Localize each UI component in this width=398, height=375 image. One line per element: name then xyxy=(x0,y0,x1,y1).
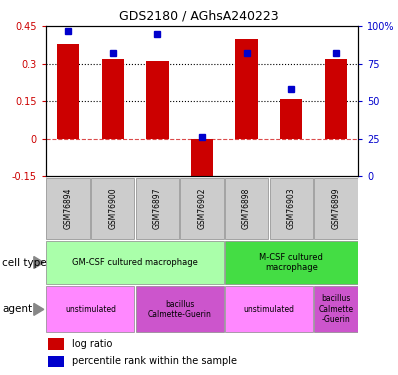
Bar xyxy=(146,61,168,139)
Text: percentile rank within the sample: percentile rank within the sample xyxy=(72,356,237,366)
Text: GSM76894: GSM76894 xyxy=(64,188,72,229)
Bar xyxy=(49,338,64,350)
Polygon shape xyxy=(34,256,44,268)
Bar xyxy=(191,139,213,186)
Bar xyxy=(325,59,347,139)
Bar xyxy=(47,286,135,332)
Bar xyxy=(136,286,224,332)
Bar xyxy=(314,177,357,239)
Polygon shape xyxy=(34,303,44,315)
Text: GSM76899: GSM76899 xyxy=(332,188,340,229)
Text: GSM76900: GSM76900 xyxy=(108,188,117,229)
Bar xyxy=(225,177,268,239)
Text: GM-CSF cultured macrophage: GM-CSF cultured macrophage xyxy=(72,258,198,267)
Text: unstimulated: unstimulated xyxy=(244,305,295,314)
Bar xyxy=(136,177,179,239)
Text: GSM76897: GSM76897 xyxy=(153,188,162,229)
Bar xyxy=(180,177,224,239)
Bar xyxy=(280,99,302,139)
Bar xyxy=(236,39,258,139)
Text: agent: agent xyxy=(2,304,32,314)
Text: GSM76902: GSM76902 xyxy=(197,188,207,229)
Text: log ratio: log ratio xyxy=(72,339,113,349)
Bar xyxy=(314,286,357,332)
Text: bacillus
Calmette
-Guerin: bacillus Calmette -Guerin xyxy=(318,294,353,324)
Text: bacillus
Calmette-Guerin: bacillus Calmette-Guerin xyxy=(148,300,212,319)
Text: GSM76898: GSM76898 xyxy=(242,188,251,229)
Bar xyxy=(225,242,357,284)
Bar xyxy=(225,286,313,332)
Bar xyxy=(91,177,135,239)
Bar xyxy=(47,242,224,284)
Bar xyxy=(269,177,313,239)
Text: unstimulated: unstimulated xyxy=(65,305,116,314)
Text: GSM76903: GSM76903 xyxy=(287,188,296,229)
Text: cell type: cell type xyxy=(2,258,47,267)
Bar xyxy=(101,59,124,139)
Bar xyxy=(49,356,64,367)
Bar xyxy=(47,177,90,239)
Bar xyxy=(57,44,79,139)
Text: GDS2180 / AGhsA240223: GDS2180 / AGhsA240223 xyxy=(119,9,279,22)
Text: M-CSF cultured
macrophage: M-CSF cultured macrophage xyxy=(259,253,323,272)
